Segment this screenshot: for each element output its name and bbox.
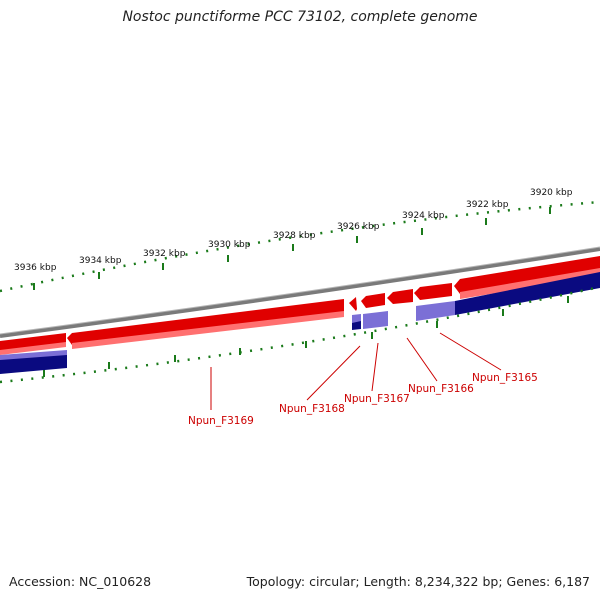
reverse-strand <box>0 272 600 374</box>
gene-label-npun-f3169[interactable]: Npun_F3169 <box>188 415 254 427</box>
gene-arrow-forward[interactable] <box>454 256 600 294</box>
scale-label: 3934 kbp <box>79 256 122 266</box>
scale-label: 3936 kbp <box>14 263 57 273</box>
leader-line-npun-f3167 <box>371 342 379 392</box>
gene-label-npun-f3166[interactable]: Npun_F3166 <box>408 383 474 395</box>
gene-block-reverse[interactable] <box>363 311 388 329</box>
gene-block-npun-f3167-light[interactable] <box>352 314 361 323</box>
gene-arrow-npun-f3169-shade <box>72 311 344 349</box>
scale-label: 3924 kbp <box>402 211 445 221</box>
genome-title: Nostoc punctiforme PCC 73102, complete g… <box>122 9 478 25</box>
gene-label-npun-f3167[interactable]: Npun_F3167 <box>344 393 410 405</box>
gene-block-reverse-shade <box>0 350 67 360</box>
gene-arrow-forward-shade <box>460 268 600 299</box>
inner-tick-track <box>0 285 600 384</box>
gene-arrow-forward <box>0 333 66 352</box>
gene-arrow-npun-f3166[interactable] <box>387 289 413 304</box>
forward-strand <box>0 256 600 355</box>
gene-block-reverse[interactable] <box>416 301 455 321</box>
gene-arrow-npun-f3169[interactable] <box>67 299 344 345</box>
genome-summary-text: Topology: circular; Length: 8,234,322 bp… <box>246 574 590 589</box>
gene-arrow-forward[interactable] <box>361 293 385 308</box>
gene-arrow-npun-f3168[interactable] <box>349 297 357 311</box>
gene-label-npun-f3168[interactable]: Npun_F3168 <box>279 403 345 415</box>
gene-leader-lines <box>210 332 502 410</box>
leader-line-npun-f3166 <box>406 337 438 382</box>
genome-backbone-highlight <box>0 246 600 335</box>
outer-tick-track: 3936 kbp 3934 kbp 3932 kbp 3930 kbp 3928… <box>0 188 600 293</box>
scale-label: 3928 kbp <box>273 231 316 241</box>
gene-labels: Npun_F3169 Npun_F3168 Npun_F3167 Npun_F3… <box>188 372 538 427</box>
outer-tick-dots <box>0 200 600 293</box>
gene-label-npun-f3165[interactable]: Npun_F3165 <box>472 372 538 384</box>
gene-block-reverse[interactable] <box>455 272 600 315</box>
gene-arrow-npun-f3165[interactable] <box>414 283 452 300</box>
scale-label: 3926 kbp <box>337 222 380 232</box>
leader-line-npun-f3168 <box>306 345 361 401</box>
scale-label: 3922 kbp <box>466 200 509 210</box>
scale-label: 3932 kbp <box>143 249 186 259</box>
genome-backbone <box>0 247 600 338</box>
inner-tick-dots <box>0 285 600 384</box>
scale-label: 3920 kbp <box>530 188 573 198</box>
scale-label: 3930 kbp <box>208 240 251 250</box>
gene-arrow-forward-shade <box>0 342 66 355</box>
accession-text: Accession: NC_010628 <box>9 574 152 589</box>
leader-line-npun-f3165 <box>439 332 502 371</box>
